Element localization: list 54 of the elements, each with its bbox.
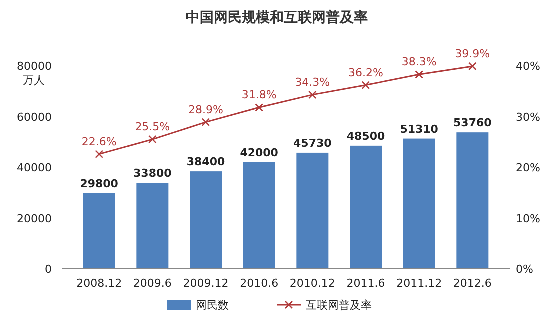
y-tick-label: 80000 [17, 60, 52, 73]
x-tick-label: 2010.6 [240, 277, 279, 290]
x-tick-label: 2010.12 [290, 277, 336, 290]
data-label: 39.9% [455, 48, 490, 61]
y2-tick-label: 30% [516, 110, 540, 124]
point [468, 62, 477, 71]
data-label: 33800 [134, 167, 172, 180]
data-label: 31.8% [242, 88, 277, 102]
data-label: 34.3% [295, 76, 330, 89]
data-label: 38400 [186, 156, 226, 169]
point [148, 135, 157, 144]
point [255, 103, 264, 112]
bar [456, 132, 489, 269]
x-tick-label: 2008.12 [76, 277, 122, 290]
x-tick-label: 2009.6 [133, 277, 172, 290]
y2-tick-label: 0% [516, 263, 534, 276]
data-label: 51310 [400, 122, 439, 136]
bar [350, 146, 382, 269]
y-axis-title: 万人 [23, 74, 45, 87]
y-tick-label: 20000 [17, 212, 52, 226]
chart-title: 中国网民规模和互联网普及率 [186, 9, 368, 26]
y-tick-label: 60000 [17, 110, 52, 124]
legend-label: 网民数 [196, 299, 229, 312]
bar [190, 172, 222, 269]
bar [136, 183, 169, 269]
x-tick-label: 2012.6 [453, 277, 492, 290]
point [95, 150, 104, 158]
point [362, 81, 370, 90]
y-tick-label: 40000 [17, 162, 52, 174]
y-tick-label: 0 [45, 263, 52, 276]
data-label: 25.5% [135, 120, 170, 134]
bar [83, 193, 116, 269]
bar [403, 138, 436, 269]
y2-tick-label: 40% [516, 60, 540, 73]
y2-tick-label: 20% [516, 162, 540, 174]
x-tick-label: 2011.6 [346, 277, 386, 290]
data-label: 22.6% [82, 135, 117, 148]
data-label: 28.9% [188, 103, 224, 116]
data-label: 38.3% [402, 56, 437, 69]
x-tick-label: 2011.12 [396, 277, 442, 290]
data-label: 36.2% [348, 66, 384, 80]
data-label: 53760 [454, 116, 492, 130]
legend-label: 互联网普及率 [306, 299, 372, 312]
bar [243, 162, 276, 269]
data-label: 42000 [240, 146, 279, 160]
bar [296, 152, 329, 269]
data-label: 48500 [346, 130, 386, 143]
x-tick-label: 2009.12 [183, 277, 229, 290]
data-label: 45730 [294, 136, 332, 150]
point [308, 90, 317, 100]
point [415, 70, 424, 79]
y2-tick-label: 10% [516, 212, 540, 226]
point [202, 118, 210, 126]
data-label: 29800 [80, 177, 119, 190]
